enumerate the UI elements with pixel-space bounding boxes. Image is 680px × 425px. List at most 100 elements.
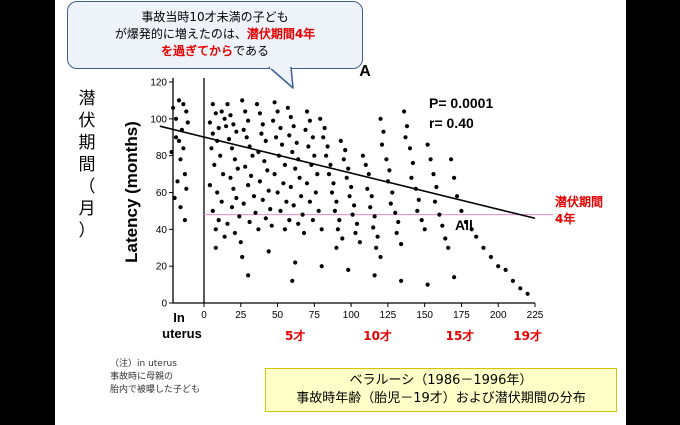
data-point [285, 105, 290, 110]
data-point [290, 149, 295, 155]
data-point [322, 125, 327, 131]
data-point [331, 181, 336, 186]
data-point [182, 172, 187, 177]
data-point [253, 210, 258, 215]
data-point [288, 114, 293, 120]
age-label: 15才 [446, 328, 475, 343]
data-point [371, 225, 376, 230]
data-point [209, 146, 214, 151]
data-point [312, 153, 317, 158]
data-point [335, 227, 340, 232]
data-point [173, 135, 179, 140]
data-point [387, 168, 392, 173]
in-uterus-label-line-2: uterus [162, 326, 202, 341]
vlabel-char: 月 [78, 199, 96, 219]
data-point [463, 219, 468, 225]
data-point [488, 254, 493, 260]
data-point [354, 221, 360, 226]
data-point [181, 146, 186, 151]
data-point [241, 127, 246, 132]
data-point [329, 190, 335, 195]
p-value: P= 0.0001 [429, 95, 493, 111]
data-point [379, 142, 385, 147]
callout-line-3-highlight: を過ぎてから [161, 44, 234, 58]
data-point [288, 184, 293, 190]
x-tick-label: 0 [201, 310, 207, 321]
data-point [338, 138, 343, 143]
data-point [374, 245, 379, 250]
x-tick-label: 75 [309, 310, 321, 321]
data-point [260, 197, 265, 202]
data-point [396, 219, 401, 225]
data-point [263, 216, 268, 221]
data-point [231, 122, 236, 127]
data-point [353, 230, 358, 236]
data-point [452, 175, 457, 180]
data-point [399, 242, 404, 247]
data-point [360, 153, 365, 158]
data-point [325, 144, 330, 149]
data-point [218, 153, 223, 158]
data-point [409, 175, 414, 180]
data-point [452, 275, 457, 280]
y-tick-label: 100 [150, 114, 167, 125]
data-point [272, 100, 277, 105]
data-point [350, 212, 355, 217]
data-point [228, 175, 233, 180]
data-point [269, 223, 274, 228]
data-point [284, 199, 289, 204]
data-point [291, 124, 296, 129]
data-point [290, 278, 295, 283]
vlabel-char: 潜 [78, 89, 96, 109]
vlabel-char: ） [78, 221, 96, 241]
data-point [459, 208, 464, 213]
data-point [474, 234, 479, 239]
note-block: （注）in uterus 事故時に母親の 胎内で被曝した子ども [110, 358, 200, 397]
x-tick-label: 200 [490, 310, 507, 321]
data-point [224, 124, 229, 129]
data-point [293, 166, 298, 171]
data-point [299, 194, 304, 199]
data-point [213, 227, 218, 232]
y-tick-label: 40 [156, 225, 168, 236]
y-axis-label: Latency (months) [122, 121, 141, 263]
data-point [319, 227, 324, 232]
data-point [247, 219, 252, 225]
x-tick-label: 225 [527, 310, 544, 321]
slide: 事故当時10才未満の子ども が爆発的に増えたのは、潜伏期間4年 を過ぎてからであ… [55, 0, 626, 425]
data-point [225, 221, 230, 226]
data-point [251, 194, 257, 199]
data-point [237, 214, 242, 219]
data-point [349, 184, 354, 190]
callout-line-2-prefix: が爆発的に増えたのは、 [114, 27, 247, 41]
callout-box: 事故当時10才未満の子ども が爆発的に増えたのは、潜伏期間4年 を過ぎてからであ… [67, 1, 363, 69]
data-point [244, 135, 249, 140]
data-point [207, 183, 212, 188]
data-point [307, 199, 312, 204]
data-point [301, 230, 307, 236]
data-point [171, 105, 176, 110]
data-point [343, 148, 348, 153]
data-point [440, 223, 445, 228]
data-point [222, 234, 227, 239]
age-label: 10才 [363, 328, 392, 343]
data-point [425, 282, 430, 287]
data-point [357, 240, 362, 245]
data-point [232, 230, 237, 236]
callout-line-1: 事故当時10才未満の子ども [141, 10, 289, 24]
age-label: 5才 [285, 328, 305, 343]
caption-line-2: 事故時年齢（胎児－19才）および潜伏期間の分布 [296, 391, 586, 406]
data-point [215, 190, 220, 195]
data-point [334, 245, 339, 250]
data-point [419, 218, 424, 223]
data-point [212, 162, 217, 167]
data-point [219, 109, 224, 114]
data-point [368, 205, 373, 210]
data-point [176, 98, 182, 103]
scatter-chart: 0 20 40 60 80 100 120 0 25 50 75 100 125 150 175 200 225… [122, 63, 603, 343]
data-point [250, 153, 255, 158]
data-point [184, 186, 189, 191]
data-point [341, 157, 346, 162]
data-point [403, 135, 408, 140]
callout-line-3-suffix: である [233, 44, 269, 58]
